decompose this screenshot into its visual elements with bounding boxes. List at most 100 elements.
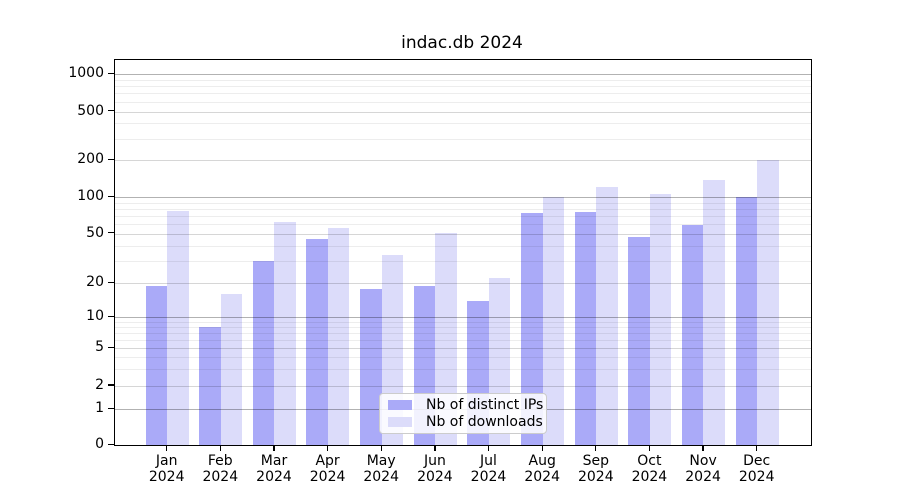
y-tick-label: 50 (86, 224, 104, 241)
bar-downloads-jan (167, 210, 189, 445)
legend: Nb of distinct IPs Nb of downloads (379, 393, 547, 434)
bar-ips-apr (306, 239, 328, 445)
plot-area (114, 59, 812, 446)
y-tick-label: 20 (86, 274, 104, 291)
x-tick-label: Mar 2024 (256, 453, 292, 485)
y-tick-label: 1 (95, 400, 104, 416)
gridline (115, 283, 811, 285)
gridline (115, 101, 811, 103)
gridline (115, 369, 811, 370)
bar-ips-jan (145, 285, 167, 445)
bar-ips-aug (521, 212, 543, 445)
x-tick-label: Nov 2024 (685, 453, 721, 485)
bar-downloads-feb (220, 294, 243, 445)
x-tick-label: Feb 2024 (202, 453, 239, 485)
x-tick-mark (702, 445, 704, 451)
y-tick-mark (108, 232, 114, 234)
bar-downloads-jun (435, 232, 457, 445)
y-tick-label: 2 (95, 376, 104, 393)
y-tick-label: 10 (86, 308, 104, 325)
x-tick-mark (219, 445, 221, 451)
y-tick-mark (108, 195, 114, 197)
bar-ips-may (360, 288, 382, 445)
bar-downloads-sep (596, 187, 618, 445)
x-tick-mark (487, 445, 490, 451)
gridline (115, 327, 811, 329)
y-tick-mark (108, 281, 114, 284)
bar-ips-mar (252, 261, 275, 445)
legend-item-downloads: Nb of downloads (386, 414, 543, 430)
gridline (115, 74, 811, 75)
x-tick-label: Aug 2024 (524, 453, 560, 485)
y-tick-mark (108, 110, 114, 112)
chart-title: indac.db 2024 (401, 33, 523, 53)
legend-item-distinct-ips: Nb of distinct IPs (386, 397, 544, 413)
y-tick-label: 500 (77, 102, 104, 119)
y-tick-mark (108, 443, 114, 445)
x-tick-label: Jul 2024 (470, 453, 507, 485)
y-tick-mark (108, 315, 114, 318)
y-tick-label: 100 (77, 188, 104, 205)
gridline (115, 93, 811, 95)
y-tick-label: 200 (77, 151, 104, 167)
gridline (115, 322, 811, 323)
bar-downloads-nov (703, 180, 725, 445)
x-tick-mark (273, 445, 275, 451)
x-tick-label: May 2024 (363, 453, 399, 485)
y-tick-label: 1000 (68, 65, 104, 81)
legend-swatch-distinct-ips (388, 400, 412, 410)
y-tick-mark (108, 407, 114, 409)
bar-downloads-aug (542, 197, 564, 445)
gridline (115, 233, 811, 235)
x-tick-mark (166, 445, 168, 451)
gridline (115, 245, 811, 247)
bar-downloads-oct (649, 193, 672, 445)
gridline (115, 138, 811, 140)
bar-downloads-mar (274, 222, 296, 445)
gridline (115, 215, 811, 217)
x-tick-label: Oct 2024 (631, 453, 668, 485)
gridline (115, 86, 811, 88)
x-tick-mark (541, 445, 543, 451)
y-tick-mark (108, 384, 114, 386)
y-tick-label: 5 (95, 339, 104, 355)
bar-ips-feb (199, 327, 221, 445)
gridline (115, 348, 811, 349)
gridline (115, 79, 811, 81)
grid-layer (115, 60, 811, 445)
x-tick-mark (326, 445, 329, 451)
x-tick-label: Dec 2024 (738, 453, 775, 485)
x-tick-label: Jan 2024 (148, 453, 185, 485)
y-tick-label: 0 (95, 436, 104, 452)
legend-label-distinct-ips: Nb of distinct IPs (426, 397, 544, 413)
bar-downloads-apr (327, 227, 350, 445)
bar-ips-oct (628, 237, 650, 445)
x-tick-mark (380, 445, 382, 451)
x-tick-label: Apr 2024 (309, 453, 346, 485)
x-tick-mark (434, 445, 436, 451)
gridline (115, 208, 811, 210)
gridline (115, 111, 811, 113)
y-tick-mark (108, 158, 114, 160)
bar-ips-sep (574, 211, 597, 445)
x-tick-mark (756, 445, 758, 451)
gridline (115, 160, 811, 161)
gridline (115, 333, 811, 335)
y-tick-mark (108, 346, 114, 348)
x-tick-label: Jun 2024 (417, 453, 453, 485)
y-tick-mark (108, 72, 114, 74)
legend-swatch-downloads (388, 417, 412, 427)
gridline (115, 123, 811, 125)
legend-label-downloads: Nb of downloads (426, 414, 543, 430)
gridline (115, 385, 811, 387)
bar-ips-nov (681, 224, 704, 445)
x-tick-label: Sep 2024 (577, 453, 614, 485)
bar-ips-dec (735, 197, 757, 445)
bar-downloads-dec (757, 160, 779, 445)
gridline (115, 317, 811, 319)
x-tick-mark (595, 445, 597, 451)
gridline (115, 202, 811, 204)
gridline (115, 357, 811, 359)
gridline (115, 339, 811, 341)
